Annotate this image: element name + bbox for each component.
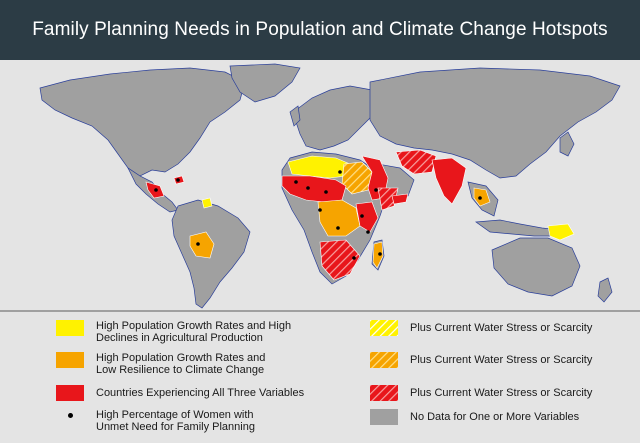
legend-item-dot: High Percentage of Women with Unmet Need…: [56, 409, 255, 433]
legend-label: Low Resilience to Climate Change: [96, 364, 265, 376]
dot: [338, 170, 342, 174]
legend-swatch-yellow-hatched: [370, 320, 398, 336]
region-yemen-red: [391, 193, 409, 205]
legend-item-yellow-hatched: Plus Current Water Stress or Scarcity: [370, 320, 592, 336]
dot: [378, 252, 382, 256]
legend-swatch-nodata: [370, 409, 398, 425]
region-southeast-asia-orange: [473, 187, 491, 207]
world-map: [0, 60, 640, 312]
legend-label: Unmet Need for Family Planning: [96, 421, 255, 433]
legend-label: No Data for One or More Variables: [410, 411, 580, 423]
landmass-japan: [559, 131, 575, 157]
legend-label: High Population Growth Rates and: [96, 352, 266, 364]
region-india-red: [431, 157, 467, 205]
region-guyana-yellow: [201, 197, 213, 209]
map-title: Family Planning Needs in Population and …: [0, 0, 640, 60]
legend: High Population Growth Rates and High De…: [0, 312, 640, 443]
legend-swatch-yellow: [56, 320, 84, 336]
region-middle-east-hatched: [395, 149, 437, 175]
legend-item-yellow: High Population Growth Rates and High De…: [56, 320, 291, 344]
landmass-europe: [295, 85, 381, 151]
legend-swatch-dot: [56, 409, 84, 421]
landmass-uk: [289, 105, 301, 127]
dot: [154, 188, 158, 192]
dot: [294, 180, 298, 184]
landmass-indonesia: [475, 219, 561, 237]
dot: [196, 242, 200, 246]
dot: [374, 188, 378, 192]
dot: [336, 226, 340, 230]
landmass-greenland: [229, 63, 301, 103]
region-east-africa-red: [355, 201, 379, 233]
dot: [366, 230, 370, 234]
hotspots: [145, 149, 575, 281]
legend-label: High Population Growth Rates and High: [96, 320, 292, 332]
region-madagascar-orange: [372, 241, 384, 269]
dot: [360, 214, 364, 218]
legend-label: High Percentage of Women with: [96, 409, 254, 421]
region-central-africa-orange: [317, 199, 361, 237]
dot: [176, 178, 180, 182]
legend-swatch-red: [56, 385, 84, 401]
legend-item-red-hatched: Plus Current Water Stress or Scarcity: [370, 385, 592, 401]
region-bolivia-orange: [189, 231, 215, 259]
title-text: Family Planning Needs in Population and …: [32, 19, 608, 40]
dot: [478, 196, 482, 200]
legend-label: Declines in Agricultural Production: [96, 332, 263, 344]
landmass-new-zealand: [597, 277, 613, 303]
legend-item-orange-hatched: Plus Current Water Stress or Scarcity: [370, 352, 592, 368]
landmass-antarctica: [0, 310, 640, 312]
unmet-need-dots: [154, 170, 482, 260]
dot: [318, 208, 322, 212]
dot: [324, 190, 328, 194]
region-horn-hatched: [377, 187, 399, 211]
dot: [352, 256, 356, 260]
legend-label: Plus Current Water Stress or Scarcity: [410, 322, 593, 334]
legend-item-red: Countries Experiencing All Three Variabl…: [56, 385, 304, 401]
legend-swatch-orange-hatched: [370, 352, 398, 368]
legend-swatch-red-hatched: [370, 385, 398, 401]
legend-item-nodata: No Data for One or More Variables: [370, 409, 579, 425]
dot: [306, 186, 310, 190]
legend-label: Plus Current Water Stress or Scarcity: [410, 354, 593, 366]
landmass-asia: [369, 67, 621, 179]
landmass-north-america: [39, 67, 246, 177]
legend-label: Plus Current Water Stress or Scarcity: [410, 387, 593, 399]
landmass-australia: [491, 237, 581, 297]
region-southern-africa-hatched: [319, 239, 361, 281]
region-png-yellow: [547, 223, 575, 241]
legend-label: Countries Experiencing All Three Variabl…: [96, 387, 305, 399]
legend-swatch-orange: [56, 352, 84, 368]
legend-item-orange: High Population Growth Rates and Low Res…: [56, 352, 265, 376]
